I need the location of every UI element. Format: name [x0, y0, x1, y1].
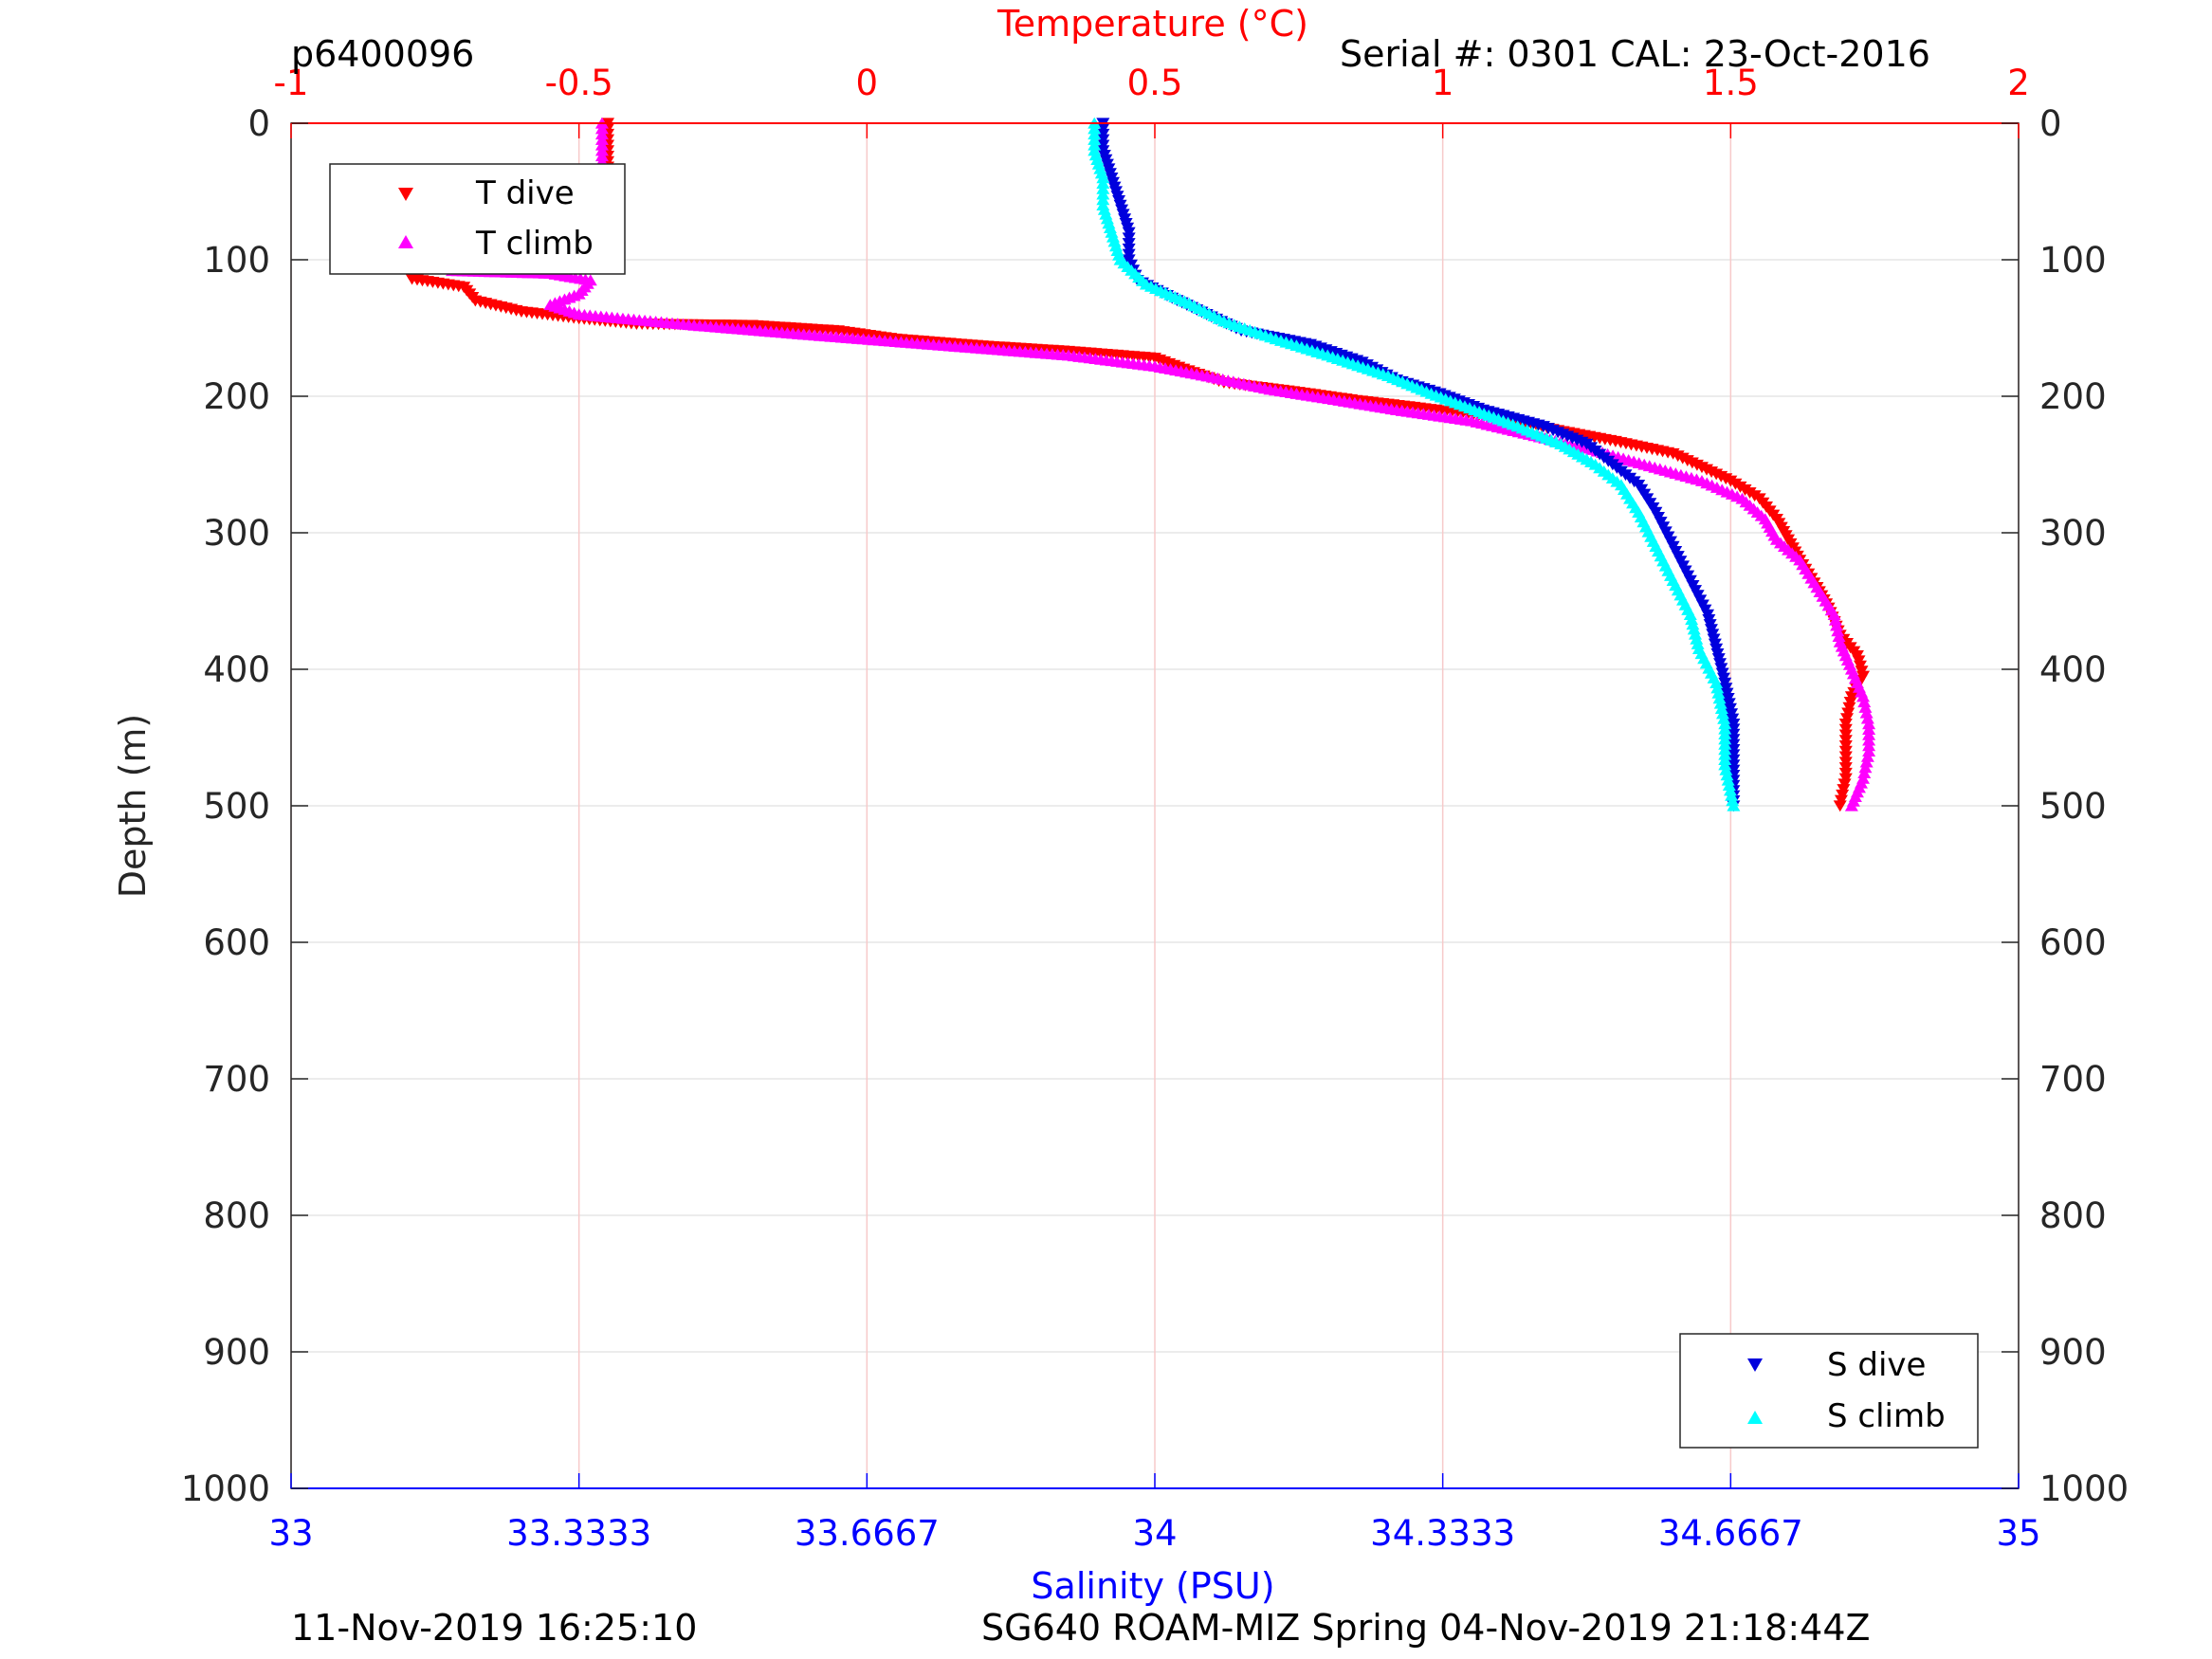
depth-tick-label-left: 400 — [203, 649, 270, 690]
data-point — [1860, 712, 1874, 724]
salinity-tick-label: 33 — [268, 1513, 313, 1554]
data-point — [1860, 750, 1874, 762]
legend-label-s-dive: S dive — [1827, 1346, 1926, 1384]
data-point — [1718, 758, 1732, 771]
depth-tick-label-left: 200 — [203, 376, 270, 417]
depth-tick-label-right: 900 — [2039, 1332, 2107, 1373]
legend-label-t-climb: T climb — [475, 225, 594, 263]
data-point — [1859, 756, 1874, 768]
axes: 0 0 100 100 200 200 300 300 400 400 500 500 600 600 70… — [181, 63, 2129, 1554]
data-point — [1715, 707, 1729, 720]
data-point — [1833, 800, 1847, 812]
data-point — [1828, 613, 1842, 626]
legend-temperature: T dive T climb — [329, 163, 626, 275]
legend-label-s-climb: S climb — [1827, 1397, 1946, 1435]
salinity-tick-label: 33.3333 — [506, 1513, 651, 1554]
depth-tick-label-right: 600 — [2039, 922, 2107, 963]
data-point — [1717, 712, 1731, 724]
data-point — [1714, 702, 1728, 714]
data-point — [1712, 692, 1727, 704]
data-point — [1831, 625, 1845, 637]
data-point — [1725, 789, 1739, 801]
temperature-tick-label: 0 — [856, 63, 879, 103]
temperature-tick-label: 1 — [1432, 63, 1454, 103]
series-t-climb — [428, 117, 1876, 811]
data-point — [1710, 682, 1725, 694]
dive-id-label: p6400096 — [291, 33, 474, 75]
depth-tick-label-right: 700 — [2039, 1059, 2107, 1100]
grid — [290, 122, 2020, 1489]
serial-cal-label: Serial #: 0301 CAL: 23-Oct-2016 — [1340, 33, 1930, 75]
depth-tick-label-right: 800 — [2039, 1195, 2107, 1236]
temperature-tick-label: -1 — [274, 63, 309, 103]
depth-tick-label-right: 500 — [2039, 786, 2107, 827]
data-point — [1727, 799, 1741, 811]
data-point — [1719, 763, 1733, 775]
depth-tick-label-left: 600 — [203, 922, 270, 963]
legend-marker-t-dive — [398, 188, 413, 201]
data-point — [1827, 609, 1841, 620]
data-point — [1859, 706, 1874, 719]
plot-timestamp: 11-Nov-2019 16:25:10 — [291, 1607, 697, 1649]
data-point — [1856, 690, 1871, 702]
depth-tick-label-right: 1000 — [2039, 1468, 2129, 1509]
data-point — [1858, 761, 1873, 774]
depth-tick-label-right: 300 — [2039, 513, 2107, 554]
depth-tick-label-left: 0 — [247, 103, 270, 144]
series-s-climb — [1088, 117, 1741, 811]
data-point — [1713, 697, 1728, 709]
legend-marker-t-climb — [398, 235, 413, 248]
legend-marker-s-dive — [1747, 1358, 1763, 1372]
temperature-tick-label: 2 — [2007, 63, 2030, 103]
data-point — [1862, 745, 1876, 757]
depth-tick-label-left: 100 — [203, 240, 270, 281]
salinity-tick-label: 34 — [1132, 1513, 1177, 1554]
data-point — [1857, 696, 1872, 708]
data-point — [1830, 619, 1844, 631]
depth-axis-title: Depth (m) — [112, 714, 154, 899]
depth-tick-label-left: 300 — [203, 513, 270, 554]
data-point — [1722, 779, 1736, 791]
depth-tick-label-right: 100 — [2039, 240, 2107, 281]
salinity-axis-title: Salinity (PSU) — [1031, 1565, 1274, 1607]
temperature-tick-label: 1.5 — [1703, 63, 1759, 103]
depth-tick-label-left: 900 — [203, 1332, 270, 1373]
data-point — [1709, 677, 1724, 688]
salinity-tick-label: 33.6667 — [795, 1513, 940, 1554]
salinity-tick-label: 34.3333 — [1370, 1513, 1515, 1554]
depth-tick-label-left: 1000 — [181, 1468, 270, 1509]
data-point — [1726, 794, 1740, 807]
temperature-tick-label: -0.5 — [545, 63, 613, 103]
mission-label: SG640 ROAM-MIZ Spring 04-Nov-2019 21:18:… — [981, 1607, 1871, 1649]
legend-salinity: S dive S climb — [1679, 1333, 1979, 1449]
data-point — [1844, 799, 1858, 811]
depth-tick-label-left: 500 — [203, 786, 270, 827]
depth-tick-label-right: 200 — [2039, 376, 2107, 417]
data-point — [1721, 774, 1735, 786]
data-point — [1857, 767, 1872, 779]
temperature-tick-label: 0.5 — [1127, 63, 1183, 103]
depth-tick-label-left: 800 — [203, 1195, 270, 1236]
depth-tick-label-right: 400 — [2039, 649, 2107, 690]
data-point — [1720, 769, 1734, 781]
depth-tick-label-left: 700 — [203, 1059, 270, 1100]
depth-tick-label-right: 0 — [2039, 103, 2062, 144]
legend-box — [329, 163, 626, 275]
data-point — [1723, 784, 1737, 796]
legend-marker-s-climb — [1747, 1411, 1763, 1424]
data-point — [1711, 686, 1726, 699]
data-point — [1858, 702, 1873, 713]
legend-box — [1679, 1333, 1979, 1449]
salinity-tick-label: 35 — [1996, 1513, 2040, 1554]
data-point — [1832, 630, 1846, 643]
temperature-axis-title: Temperature (°C) — [996, 3, 1308, 45]
legend-label-t-dive: T dive — [475, 174, 575, 212]
salinity-tick-label: 34.6667 — [1658, 1513, 1803, 1554]
